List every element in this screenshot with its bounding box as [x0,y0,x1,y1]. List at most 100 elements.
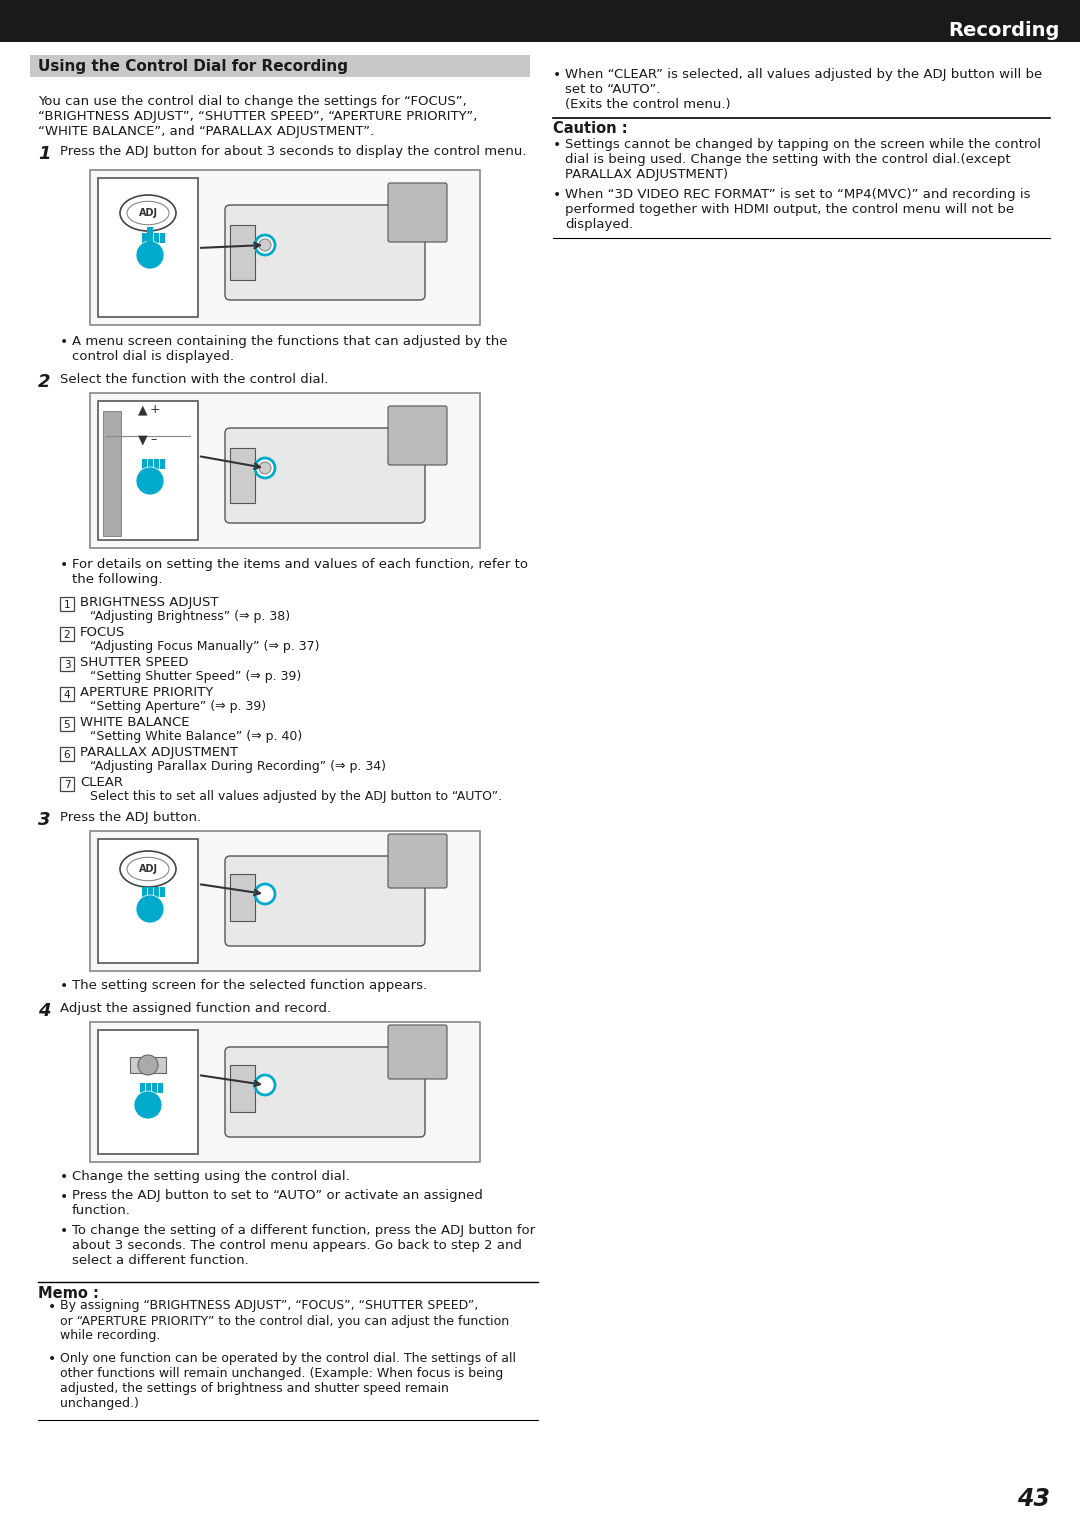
Text: adjusted, the settings of brightness and shutter speed remain: adjusted, the settings of brightness and… [60,1382,449,1396]
Text: Press the ADJ button.: Press the ADJ button. [60,811,201,825]
Bar [148,460,153,469]
Text: other functions will remain unchanged. (Example: When focus is being: other functions will remain unchanged. (… [60,1367,503,1380]
Circle shape [138,1055,158,1075]
Text: –: – [150,434,157,446]
Text: displayed.: displayed. [565,218,633,231]
Text: Select the function with the control dial.: Select the function with the control dia… [60,373,328,386]
Text: 3: 3 [64,660,70,670]
Text: Using the Control Dial for Recording: Using the Control Dial for Recording [38,58,348,73]
Text: You can use the control dial to change the settings for “FOCUS”,: You can use the control dial to change t… [38,95,467,108]
Text: 4: 4 [64,690,70,699]
Text: •: • [48,1351,56,1367]
FancyBboxPatch shape [388,1025,447,1080]
Text: •: • [60,979,68,993]
Text: The setting screen for the selected function appears.: The setting screen for the selected func… [72,979,427,993]
Bar [146,1083,151,1093]
Text: “Adjusting Focus Manually” (⇒ p. 37): “Adjusting Focus Manually” (⇒ p. 37) [90,640,320,654]
FancyBboxPatch shape [225,857,426,947]
Text: 1: 1 [38,145,51,163]
Bar [140,1083,145,1093]
Bar [60,777,75,791]
Bar [98,838,198,964]
Bar [154,460,159,469]
Text: By assigning “BRIGHTNESS ADJUST”, “FOCUS”, “SHUTTER SPEED”,: By assigning “BRIGHTNESS ADJUST”, “FOCUS… [60,1299,478,1313]
Text: while recording.: while recording. [60,1330,160,1342]
Circle shape [134,1090,162,1119]
Bar [103,411,121,536]
Text: Memo :: Memo : [38,1286,99,1301]
Bar [230,1064,255,1112]
Bar [154,234,159,243]
Circle shape [255,884,275,904]
Text: dial is being used. Change the setting with the control dial.(except: dial is being used. Change the setting w… [565,153,1011,166]
FancyBboxPatch shape [225,205,426,299]
Bar [98,1031,198,1154]
Text: •: • [60,334,68,350]
Text: CLEAR: CLEAR [80,776,123,789]
Text: To change the setting of a different function, press the ADJ button for: To change the setting of a different fun… [72,1225,535,1237]
Text: •: • [48,1299,56,1313]
Text: “Adjusting Parallax During Recording” (⇒ p. 34): “Adjusting Parallax During Recording” (⇒… [90,760,386,773]
Text: PARALLAX ADJUSTMENT: PARALLAX ADJUSTMENT [80,747,238,759]
Text: unchanged.): unchanged.) [60,1397,139,1409]
Text: “BRIGHTNESS ADJUST”, “SHUTTER SPEED”, “APERTURE PRIORITY”,: “BRIGHTNESS ADJUST”, “SHUTTER SPEED”, “A… [38,110,477,124]
Text: Press the ADJ button for about 3 seconds to display the control menu.: Press the ADJ button for about 3 seconds… [60,145,527,157]
Bar [160,234,165,243]
Circle shape [136,467,164,495]
Text: •: • [553,137,562,153]
Bar [98,179,198,318]
Text: the following.: the following. [72,573,162,586]
Text: about 3 seconds. The control menu appears. Go back to step 2 and: about 3 seconds. The control menu appear… [72,1238,522,1252]
Text: 6: 6 [64,750,70,760]
Bar [141,887,147,896]
Bar [147,228,153,247]
Text: •: • [60,1225,68,1238]
Text: performed together with HDMI output, the control menu will not be: performed together with HDMI output, the… [565,203,1014,215]
Bar [230,873,255,921]
Text: +: + [150,403,161,415]
FancyBboxPatch shape [388,183,447,241]
Text: set to “AUTO”.: set to “AUTO”. [565,82,661,96]
Bar [141,460,147,469]
Bar [60,718,75,731]
Bar [60,747,75,760]
Text: SHUTTER SPEED: SHUTTER SPEED [80,657,189,669]
Circle shape [136,241,164,269]
Text: “Setting Aperture” (⇒ p. 39): “Setting Aperture” (⇒ p. 39) [90,699,266,713]
Bar [148,887,153,896]
Text: 3: 3 [38,811,51,829]
Text: When “3D VIDEO REC FORMAT” is set to “MP4(MVC)” and recording is: When “3D VIDEO REC FORMAT” is set to “MP… [565,188,1030,202]
Text: “WHITE BALANCE”, and “PARALLAX ADJUSTMENT”.: “WHITE BALANCE”, and “PARALLAX ADJUSTMEN… [38,125,375,137]
Text: 2: 2 [64,631,70,640]
Text: 43: 43 [1017,1487,1050,1512]
Text: WHITE BALANCE: WHITE BALANCE [80,716,189,728]
Circle shape [255,458,275,478]
Text: Select this to set all values adjusted by the ADJ button to “AUTO”.: Select this to set all values adjusted b… [90,789,502,803]
Ellipse shape [127,202,168,224]
Bar [230,224,255,279]
Bar [98,402,198,541]
Bar [30,55,530,76]
Text: ▼: ▼ [138,434,148,446]
Bar [141,234,147,243]
Text: •: • [60,1190,68,1203]
Text: Settings cannot be changed by tapping on the screen while the control: Settings cannot be changed by tapping on… [565,137,1041,151]
FancyBboxPatch shape [388,406,447,466]
Text: 2: 2 [38,373,51,391]
Circle shape [255,1075,275,1095]
FancyBboxPatch shape [225,1048,426,1138]
FancyBboxPatch shape [225,428,426,524]
Text: Caution :: Caution : [553,121,627,136]
Text: BRIGHTNESS ADJUST: BRIGHTNESS ADJUST [80,596,218,609]
Text: 4: 4 [38,1002,51,1020]
Text: PARALLAX ADJUSTMENT): PARALLAX ADJUSTMENT) [565,168,728,182]
Text: •: • [60,1170,68,1183]
Bar [130,1057,166,1073]
Text: When “CLEAR” is selected, all values adjusted by the ADJ button will be: When “CLEAR” is selected, all values adj… [565,69,1042,81]
Circle shape [255,235,275,255]
Text: or “APERTURE PRIORITY” to the control dial, you can adjust the function: or “APERTURE PRIORITY” to the control di… [60,1315,509,1327]
Text: •: • [60,557,68,573]
Bar [230,447,255,502]
Text: “Setting White Balance” (⇒ p. 40): “Setting White Balance” (⇒ p. 40) [90,730,302,744]
Ellipse shape [127,857,168,881]
